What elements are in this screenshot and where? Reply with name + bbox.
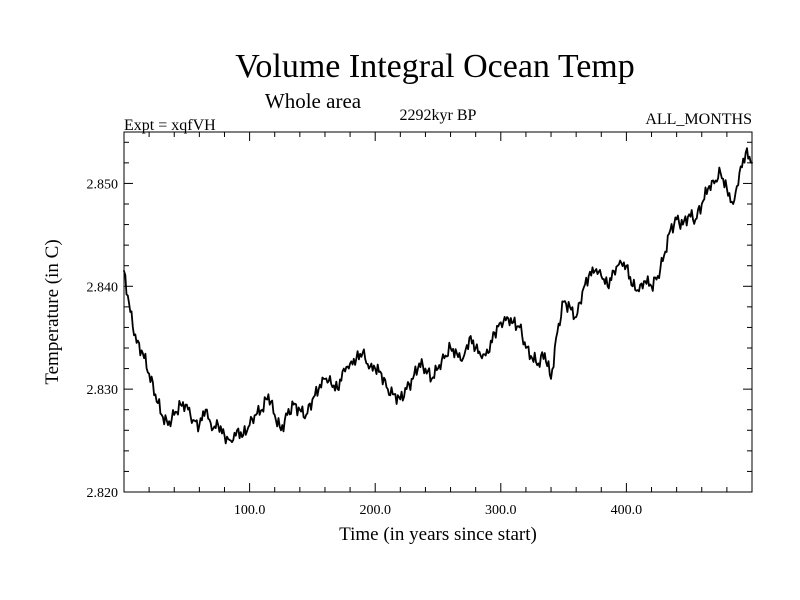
y-ticks	[124, 141, 752, 472]
x-axis-label: Time (in years since start)	[339, 524, 537, 545]
y-tick-labels: 2.820 2.830 2.840 2.850	[87, 177, 119, 501]
y-tick-label: 2.820	[87, 486, 119, 501]
x-tick-label: 300.0	[485, 503, 517, 518]
y-tick-label: 2.850	[87, 177, 119, 192]
months-label: ALL_MONTHS	[645, 111, 752, 128]
x-tick-labels: 100.0 200.0 300.0 400.0	[234, 503, 642, 518]
y-tick-label: 2.840	[87, 280, 119, 295]
series-line	[123, 147, 753, 445]
x-ticks	[148, 132, 728, 492]
period-label: 2292kyr BP	[400, 107, 477, 124]
x-tick-label: 400.0	[611, 503, 643, 518]
x-tick-label: 100.0	[234, 503, 266, 518]
chart-subtitle: Whole area	[265, 89, 362, 113]
experiment-label: Expt = xqfVH	[124, 117, 216, 134]
y-tick-label: 2.830	[87, 383, 119, 398]
plot-frame	[123, 131, 753, 493]
chart-title: Volume Integral Ocean Temp	[235, 48, 635, 85]
y-axis-label: Temperature (in C)	[42, 239, 63, 384]
x-tick-label: 200.0	[359, 503, 391, 518]
